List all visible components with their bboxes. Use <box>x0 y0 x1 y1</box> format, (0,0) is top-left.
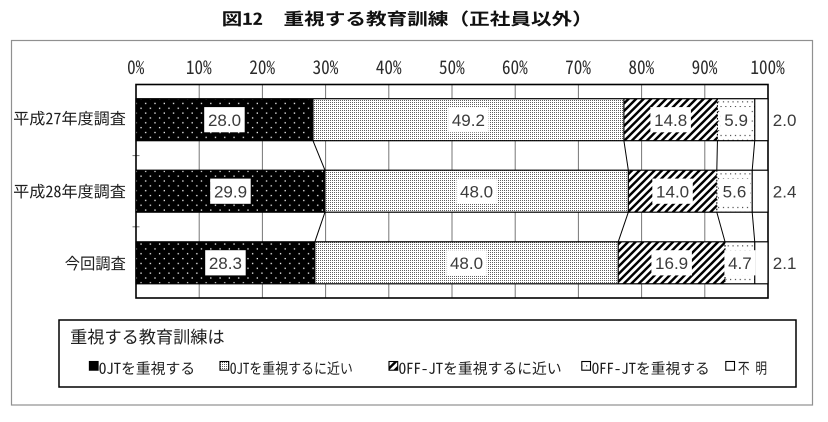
svg-text:4.7: 4.7 <box>728 254 752 273</box>
svg-text:48.0: 48.0 <box>450 254 483 273</box>
svg-text:2.0: 2.0 <box>773 111 797 130</box>
svg-text:48.0: 48.0 <box>460 182 493 201</box>
svg-text:49.2: 49.2 <box>452 111 485 130</box>
svg-text:14.0: 14.0 <box>656 182 689 201</box>
svg-text:29.9: 29.9 <box>214 182 247 201</box>
svg-text:5.9: 5.9 <box>724 111 748 130</box>
svg-text:5.6: 5.6 <box>723 182 747 201</box>
svg-text:2.4: 2.4 <box>773 182 797 201</box>
svg-text:28.0: 28.0 <box>208 111 241 130</box>
svg-text:28.3: 28.3 <box>209 254 242 273</box>
svg-text:14.8: 14.8 <box>654 111 687 130</box>
svg-text:2.1: 2.1 <box>773 254 797 273</box>
svg-text:16.9: 16.9 <box>655 254 688 273</box>
